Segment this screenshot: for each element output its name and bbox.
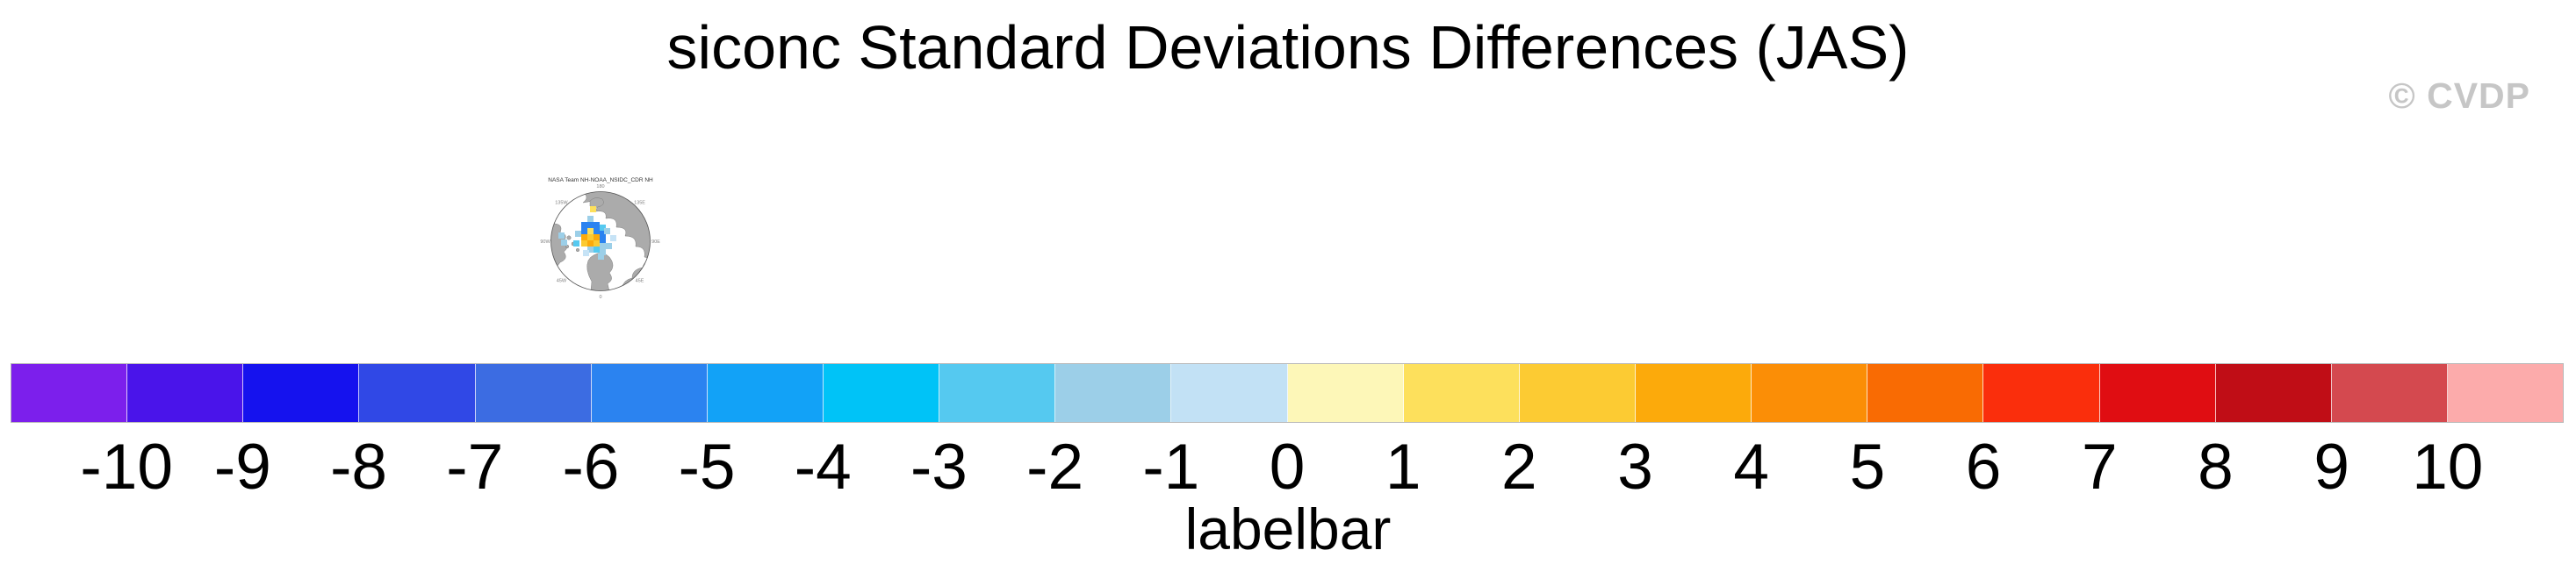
colorbar-label: labelbar [1184,497,1392,561]
colorbar [11,363,2564,423]
map-thumbnail: NASA Team NH-NOAA_NSIDC_CDR NH [536,174,666,316]
colorbar-tick-label: 10 [2412,432,2484,503]
map-data-cells [558,206,616,260]
cvdp-watermark: © CVDP [2388,75,2530,116]
colorbar-segment [359,364,476,422]
colorbar-segment [707,364,824,422]
colorbar-segment [1171,364,1288,422]
colorbar-tick-label: -2 [1026,432,1084,503]
colorbar-tick-label: 1 [1385,432,1421,503]
colorbar-segment [591,364,708,422]
page-title: siconc Standard Deviations Differences (… [666,13,1910,82]
colorbar-segment [2215,364,2332,422]
svg-text:135E: 135E [634,200,645,205]
colorbar-tick-label: -5 [678,432,736,503]
colorbar-segment [1635,364,1752,422]
svg-text:135W: 135W [555,200,568,205]
colorbar-segment [1867,364,1984,422]
colorbar-tick-label: -8 [330,432,387,503]
colorbar-segment [1519,364,1636,422]
colorbar-tick-label: 7 [2081,432,2118,503]
colorbar-segment [1287,364,1404,422]
colorbar-segment [2099,364,2216,422]
colorbar-tick-label: -1 [1142,432,1200,503]
svg-text:90E: 90E [651,239,660,245]
colorbar-tick-label: -9 [213,432,271,503]
colorbar-segment [823,364,940,422]
colorbar-segment [243,364,360,422]
svg-text:0: 0 [599,295,601,300]
colorbar-tick-label: 0 [1269,432,1306,503]
colorbar-segment [1055,364,1172,422]
colorbar-ticks: -10 -9 -8 -7 -6 -5 -4 -3 -2 -1 0 1 2 3 4 5 6 7 8 9 10 [0,435,2576,502]
svg-text:90W: 90W [540,239,550,245]
colorbar-segment [939,364,1056,422]
colorbar-tick-label: -7 [446,432,504,503]
map-outline [550,191,651,291]
colorbar-tick-label: 2 [1501,432,1537,503]
colorbar-tick-label: 3 [1617,432,1653,503]
svg-text:180: 180 [596,184,604,189]
svg-text:45E: 45E [636,278,644,283]
colorbar-tick-label: 6 [1965,432,2002,503]
map-ring-labels: 180 135W 90W 45W 0 45E 90E 135E [540,184,660,300]
colorbar-tick-label: -4 [794,432,852,503]
colorbar-tick-label: -3 [910,432,968,503]
svg-text:45W: 45W [557,278,567,283]
colorbar-tick-label: 5 [1849,432,1886,503]
colorbar-segment [2331,364,2448,422]
colorbar-tick-label: 9 [2313,432,2349,503]
colorbar-segment [475,364,592,422]
colorbar-tick-label: -10 [80,432,173,503]
colorbar-segment [1752,364,1868,422]
colorbar-tick-label: -6 [562,432,620,503]
colorbar-tick-label: 8 [2198,432,2234,503]
colorbar-segment [1983,364,2100,422]
colorbar-segment [127,364,244,422]
map-title: NASA Team NH-NOAA_NSIDC_CDR NH [548,177,653,183]
polar-map: 180 135W 90W 45W 0 45E 90E 135E [540,184,660,300]
colorbar-segment [11,364,128,422]
colorbar-segment [2447,364,2564,422]
colorbar-segment [1403,364,1520,422]
colorbar-tick-label: 4 [1733,432,1770,503]
